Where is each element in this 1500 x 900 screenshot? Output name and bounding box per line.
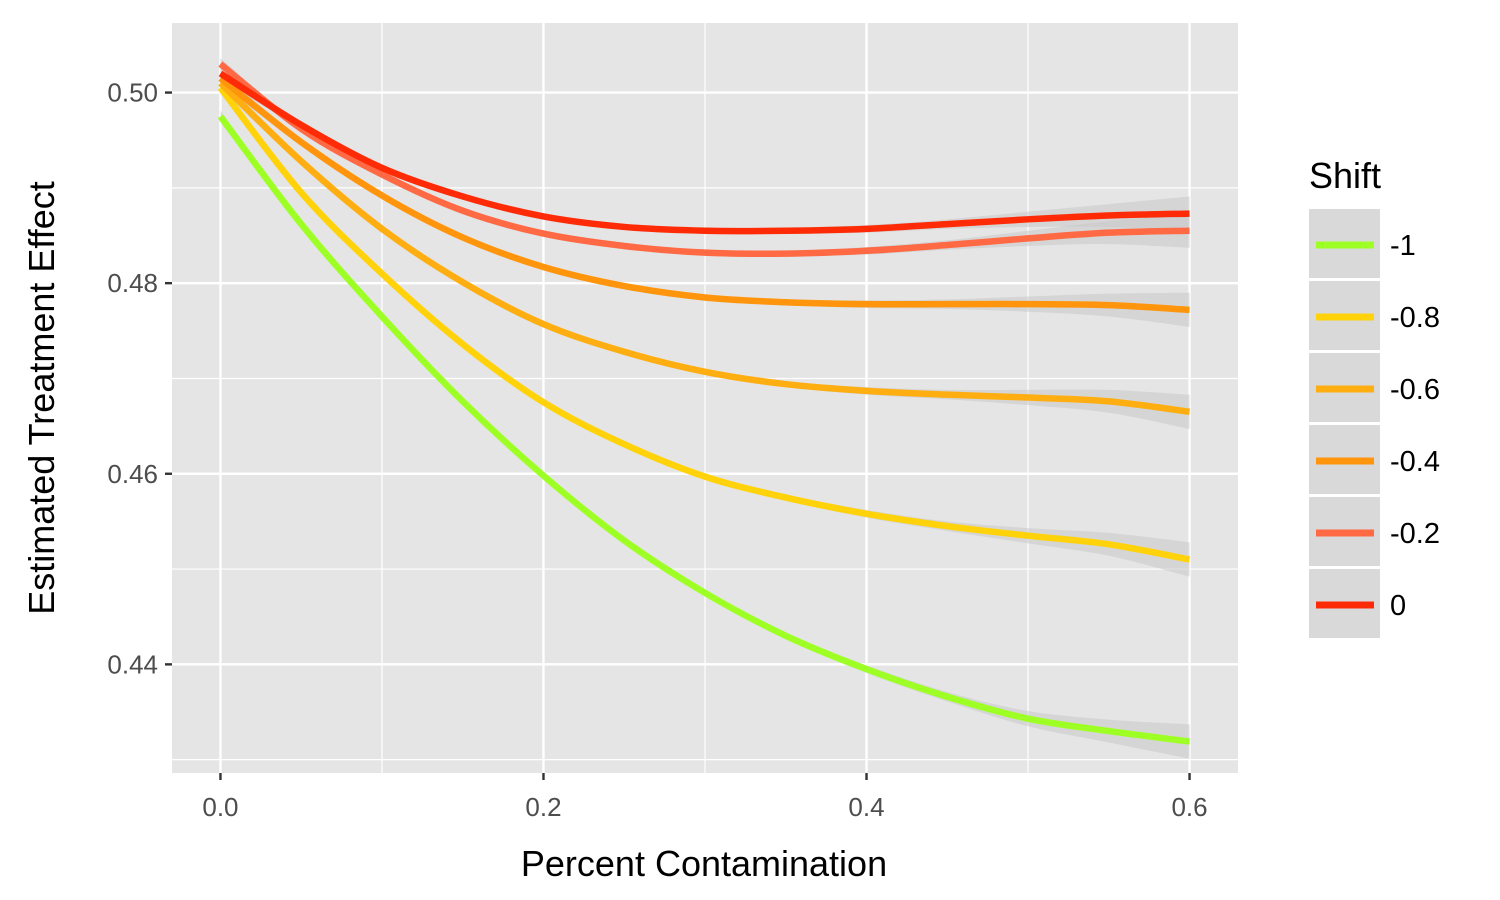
- y-axis: 0.44 0.46 0.48 0.50: [107, 78, 172, 679]
- x-axis-title: Percent Contamination: [521, 843, 887, 884]
- series-line: [218, 70, 1190, 235]
- series-line: [217, 114, 1190, 745]
- series-lines: [217, 61, 1191, 745]
- series-line: [217, 85, 1191, 563]
- x-axis: 0.0 0.2 0.4 0.6: [202, 773, 1208, 822]
- series-line: [218, 61, 1190, 258]
- legend-item: -0.2: [1309, 497, 1440, 566]
- legend-label: -0.4: [1390, 446, 1440, 478]
- x-tick-label: 0.4: [848, 792, 884, 822]
- y-tick-label: 0.50: [107, 78, 158, 108]
- legend-label: -0.8: [1390, 302, 1440, 334]
- legend: Shift -1 -0.8 -0.6 -0.4 -0.2 0: [1309, 155, 1440, 638]
- series-line: [218, 75, 1190, 314]
- legend-item: -0.4: [1309, 425, 1440, 494]
- x-tick-label: 0.0: [202, 792, 238, 822]
- legend-label: -1: [1390, 230, 1416, 262]
- y-tick-label: 0.44: [107, 649, 158, 679]
- y-tick-label: 0.46: [107, 459, 158, 489]
- x-tick-label: 0.6: [1171, 792, 1207, 822]
- legend-label: -0.2: [1390, 518, 1440, 550]
- legend-item: -1: [1309, 209, 1416, 278]
- series-line: [218, 80, 1190, 416]
- legend-label: -0.6: [1390, 374, 1440, 406]
- legend-item: 0: [1309, 569, 1406, 638]
- legend-item: -0.8: [1309, 281, 1440, 350]
- y-axis-title: Estimated Treatment Effect: [21, 181, 62, 615]
- x-tick-label: 0.2: [525, 792, 561, 822]
- legend-item: -0.6: [1309, 353, 1440, 422]
- legend-label: 0: [1390, 590, 1406, 622]
- y-tick-label: 0.48: [107, 268, 158, 298]
- legend-title: Shift: [1309, 155, 1381, 196]
